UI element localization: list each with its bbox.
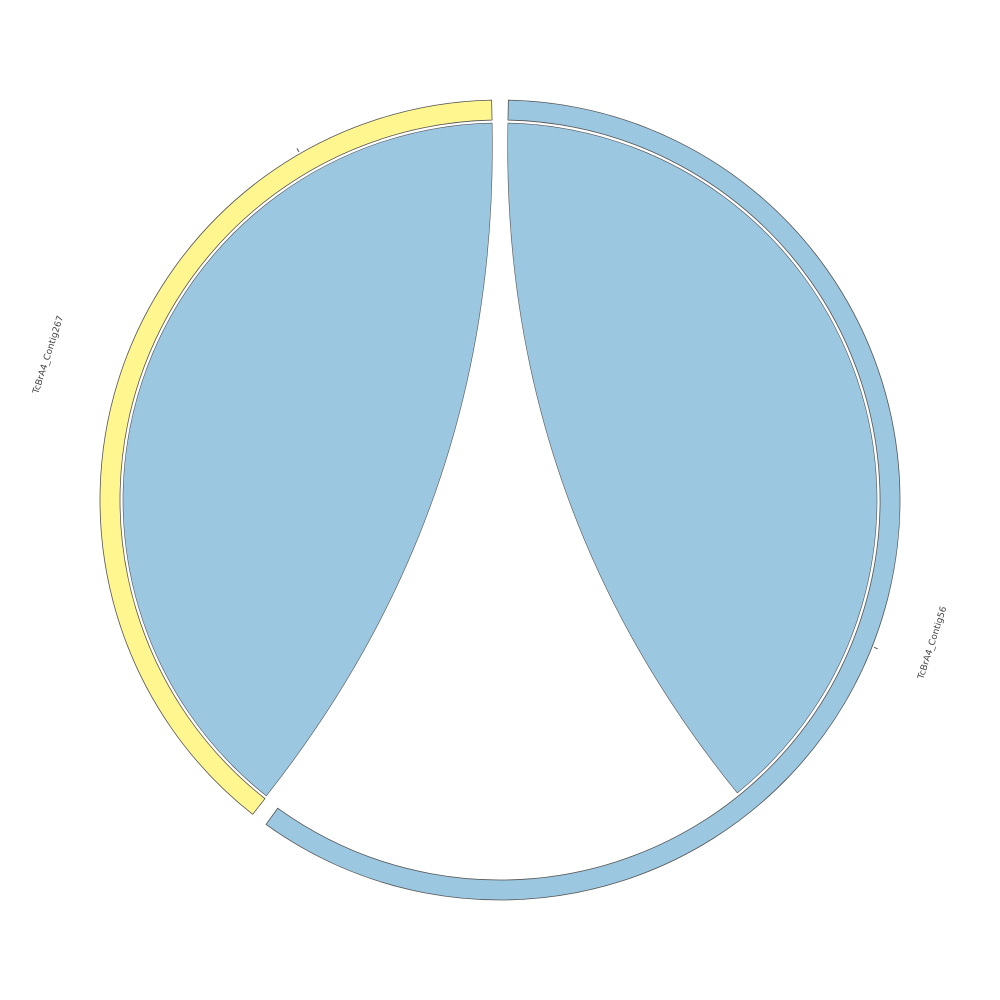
link-1 <box>507 122 878 794</box>
tick-mark <box>873 646 878 650</box>
link-0 <box>122 122 493 797</box>
segment-TcBrA4_Contig267 <box>99 99 493 815</box>
tick-mark <box>296 148 300 153</box>
segment-TcBrA4_Contig56 <box>265 99 901 901</box>
